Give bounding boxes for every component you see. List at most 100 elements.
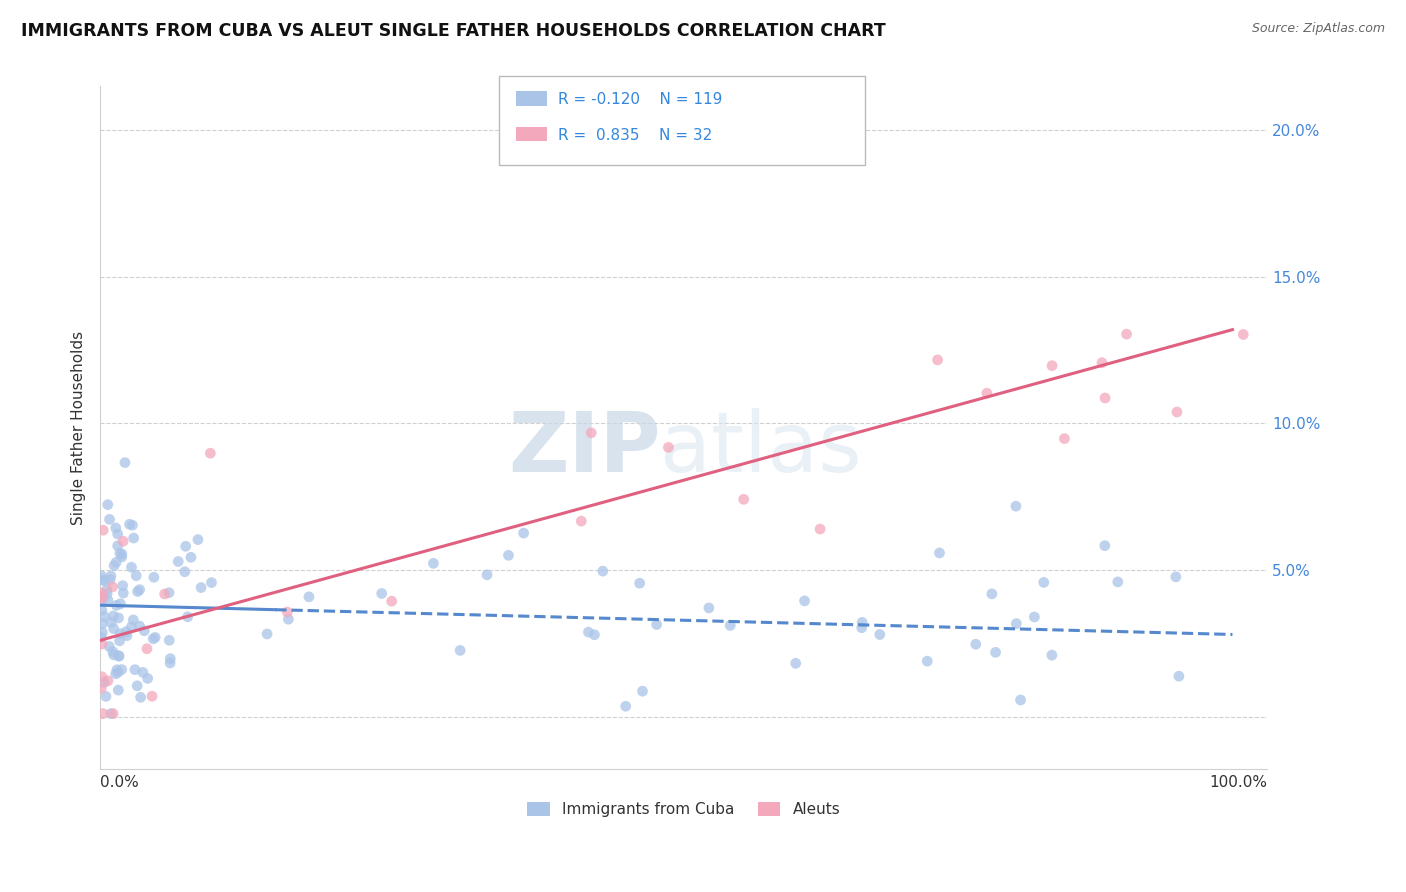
Point bbox=[136, 641, 159, 656]
Point bbox=[107, 648, 129, 663]
Text: IMMIGRANTS FROM CUBA VS ALEUT SINGLE FATHER HOUSEHOLDS CORRELATION CHART: IMMIGRANTS FROM CUBA VS ALEUT SINGLE FAT… bbox=[21, 22, 886, 40]
Point bbox=[93, 675, 115, 690]
Point bbox=[111, 547, 134, 561]
Point bbox=[127, 679, 149, 693]
Point bbox=[928, 546, 950, 560]
Point bbox=[578, 625, 600, 640]
Point bbox=[105, 663, 128, 677]
Point bbox=[200, 446, 222, 460]
Point bbox=[141, 690, 163, 704]
Point bbox=[103, 622, 125, 636]
Point bbox=[187, 533, 209, 547]
Point bbox=[1024, 610, 1046, 624]
Text: R =  0.835    N = 32: R = 0.835 N = 32 bbox=[558, 128, 713, 143]
Point bbox=[121, 560, 143, 574]
Point bbox=[96, 582, 118, 597]
Point bbox=[90, 637, 112, 651]
Point bbox=[101, 580, 124, 594]
Point bbox=[107, 527, 129, 541]
Point bbox=[1107, 574, 1129, 589]
Point bbox=[103, 558, 125, 573]
Point bbox=[94, 690, 117, 704]
Point bbox=[91, 573, 114, 587]
Point bbox=[1032, 575, 1054, 590]
Point bbox=[153, 587, 176, 601]
Point bbox=[512, 526, 534, 541]
Point bbox=[124, 663, 146, 677]
Point bbox=[101, 706, 124, 721]
Point bbox=[1005, 499, 1028, 513]
Point bbox=[851, 615, 873, 630]
Text: R = -0.120    N = 119: R = -0.120 N = 119 bbox=[558, 92, 723, 107]
Point bbox=[980, 587, 1002, 601]
Point bbox=[157, 585, 180, 599]
Point bbox=[200, 575, 222, 590]
Point bbox=[1053, 432, 1076, 446]
Point bbox=[1232, 327, 1254, 342]
Point bbox=[111, 579, 134, 593]
Point bbox=[167, 554, 190, 568]
Point bbox=[142, 570, 165, 584]
Point bbox=[128, 582, 150, 597]
Text: atlas: atlas bbox=[661, 408, 862, 489]
Point bbox=[298, 590, 321, 604]
Point bbox=[90, 568, 112, 582]
Point bbox=[592, 564, 614, 578]
Point bbox=[1094, 539, 1116, 553]
Point bbox=[104, 666, 127, 681]
Point bbox=[107, 665, 129, 680]
Point bbox=[1005, 616, 1028, 631]
Point bbox=[697, 601, 720, 615]
Point bbox=[104, 521, 127, 535]
Point bbox=[121, 518, 143, 533]
Point bbox=[96, 587, 118, 601]
Point bbox=[143, 631, 166, 645]
Point bbox=[159, 651, 181, 665]
Point bbox=[90, 631, 112, 645]
Point bbox=[112, 586, 135, 600]
Point bbox=[718, 618, 741, 632]
Point bbox=[276, 605, 298, 619]
Point bbox=[110, 597, 132, 611]
Point bbox=[190, 581, 212, 595]
Point bbox=[90, 592, 112, 607]
Point bbox=[125, 568, 148, 582]
Point bbox=[370, 586, 392, 600]
Point bbox=[115, 624, 138, 639]
Point bbox=[108, 546, 131, 560]
Point bbox=[107, 611, 129, 625]
Point bbox=[115, 629, 138, 643]
Point bbox=[449, 643, 471, 657]
Point bbox=[112, 534, 135, 549]
Point bbox=[107, 683, 129, 698]
Point bbox=[733, 492, 755, 507]
Point bbox=[657, 441, 679, 455]
Point bbox=[498, 549, 520, 563]
Point bbox=[105, 555, 128, 569]
Point bbox=[118, 517, 141, 532]
Y-axis label: Single Father Households: Single Father Households bbox=[72, 331, 86, 524]
Point bbox=[583, 628, 606, 642]
Point bbox=[114, 456, 136, 470]
Point bbox=[90, 590, 112, 604]
Point bbox=[122, 531, 145, 545]
Point bbox=[129, 690, 152, 705]
Point bbox=[127, 584, 149, 599]
Point bbox=[91, 591, 114, 606]
Point bbox=[93, 609, 115, 624]
Point bbox=[100, 706, 122, 721]
Point bbox=[97, 498, 120, 512]
Point bbox=[176, 610, 198, 624]
Point bbox=[256, 627, 278, 641]
Point bbox=[1010, 693, 1032, 707]
Point bbox=[157, 633, 180, 648]
Point bbox=[1094, 391, 1116, 405]
Point bbox=[90, 603, 112, 617]
Point bbox=[98, 573, 121, 587]
Point bbox=[1091, 356, 1114, 370]
Point bbox=[984, 645, 1007, 659]
Point bbox=[1040, 648, 1063, 662]
Point bbox=[97, 593, 120, 607]
Point bbox=[134, 624, 156, 638]
Text: ZIP: ZIP bbox=[508, 408, 661, 489]
